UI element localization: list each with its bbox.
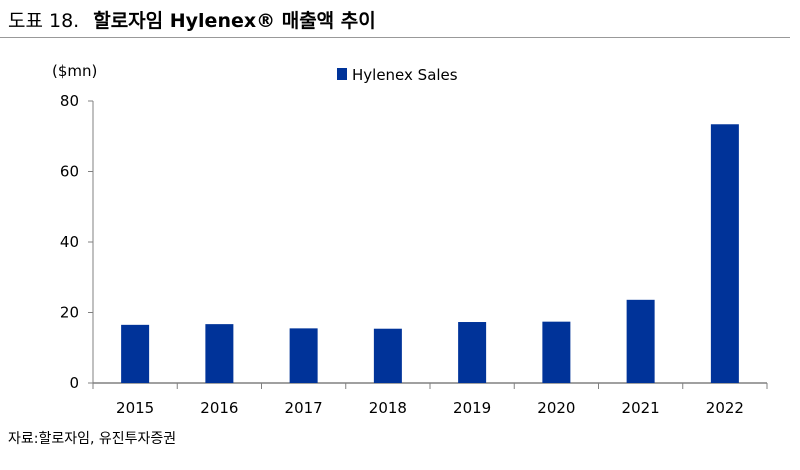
source-note: 자료:할로자임, 유진투자증권 — [8, 431, 177, 447]
x-tick-label: 2016 — [200, 399, 238, 417]
y-tick-label: 40 — [60, 233, 79, 251]
y-tick-label: 20 — [60, 304, 79, 322]
y-tick-label: 0 — [69, 374, 79, 392]
bar-2016 — [205, 324, 234, 383]
figure-title: 도표 18. 할로자임 Hylenex® 매출액 추이 — [8, 6, 376, 33]
x-tick-label: 2015 — [116, 399, 154, 417]
bar-2015 — [121, 324, 150, 383]
bar-2021 — [626, 299, 655, 383]
bar-2022 — [710, 124, 739, 383]
bar-chart: ($mn) Hylenex Sales 0 20 40 60 80 2015 2016 201… — [52, 62, 768, 417]
title-divider — [0, 37, 790, 38]
y-tick-label: 80 — [60, 92, 79, 110]
x-tick-label: 2018 — [369, 399, 407, 417]
figure-title-text: 할로자임 Hylenex® 매출액 추이 — [93, 10, 376, 32]
legend-swatch — [337, 68, 347, 80]
x-tick-label: 2022 — [706, 399, 744, 417]
x-tick-label: 2021 — [622, 399, 660, 417]
bar-2017 — [289, 328, 318, 383]
y-tick-label: 60 — [60, 163, 79, 181]
bar-2018 — [373, 328, 402, 383]
y-axis-label: ($mn) — [52, 62, 97, 80]
x-tick-label: 2019 — [453, 399, 491, 417]
figure-number: 도표 18. — [8, 10, 80, 32]
bar-2019 — [458, 322, 487, 383]
x-tick-label: 2020 — [537, 399, 575, 417]
bar-2020 — [542, 321, 571, 383]
legend-label: Hylenex Sales — [352, 66, 458, 84]
x-tick-label: 2017 — [285, 399, 323, 417]
